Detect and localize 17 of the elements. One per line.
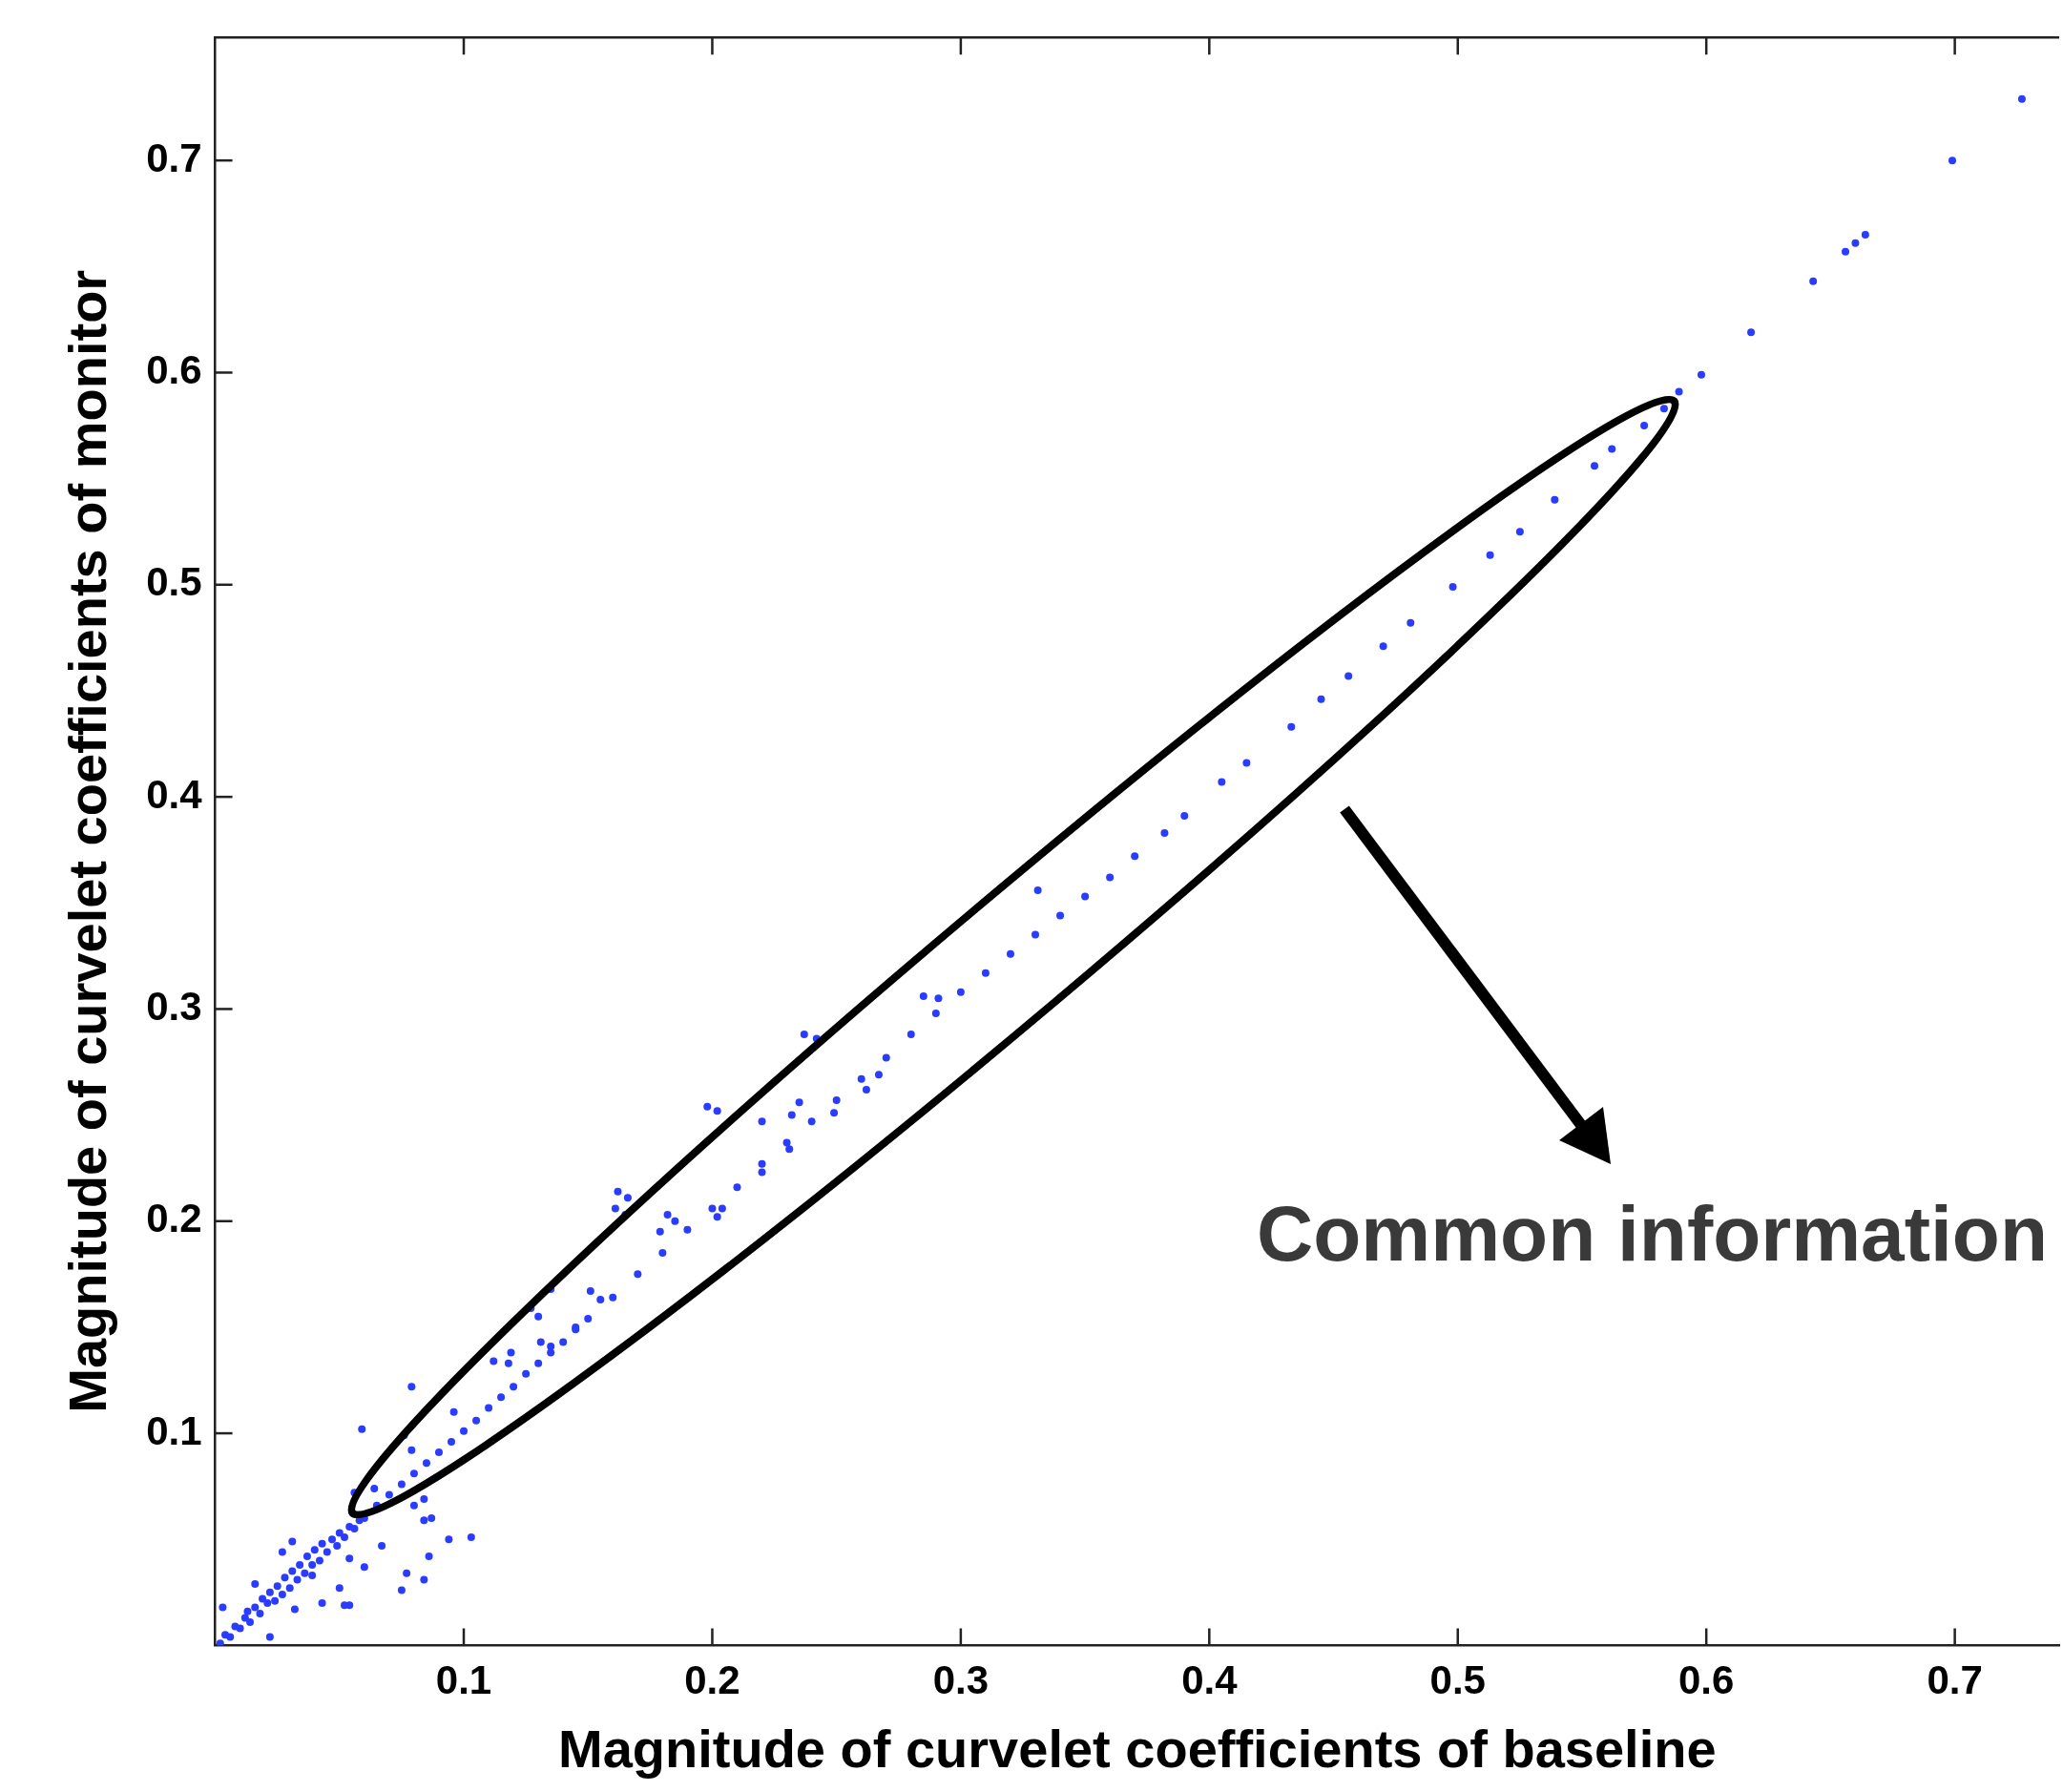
x-tick-label: 0.2 bbox=[684, 1657, 740, 1703]
x-tick-label: 0.6 bbox=[1677, 1657, 1735, 1703]
x-tick-label: 0.1 bbox=[435, 1657, 492, 1703]
x-axis-title: Magnitude of curvelet coefficients of baseline bbox=[558, 1718, 1717, 1779]
x-tick-label: 0.5 bbox=[1429, 1657, 1486, 1703]
y-axis-title: Magnitude of curvelet coefficients of monitor bbox=[57, 269, 118, 1413]
x-tick-label: 0.4 bbox=[1181, 1657, 1239, 1703]
y-tick-label: 0.2 bbox=[146, 1196, 202, 1241]
y-tick-label: 0.6 bbox=[146, 347, 202, 393]
annotation: Common information bbox=[1256, 1189, 2048, 1277]
y-tick-label: 0.3 bbox=[146, 984, 202, 1030]
y-tick-label: 0.5 bbox=[146, 559, 202, 605]
x-tick-label: 0.7 bbox=[1927, 1657, 1983, 1703]
y-tick-label: 0.7 bbox=[146, 135, 202, 180]
y-tick-label: 0.1 bbox=[146, 1407, 202, 1453]
y-tick-label: 0.4 bbox=[146, 771, 203, 817]
x-tick-label: 0.3 bbox=[932, 1657, 990, 1703]
